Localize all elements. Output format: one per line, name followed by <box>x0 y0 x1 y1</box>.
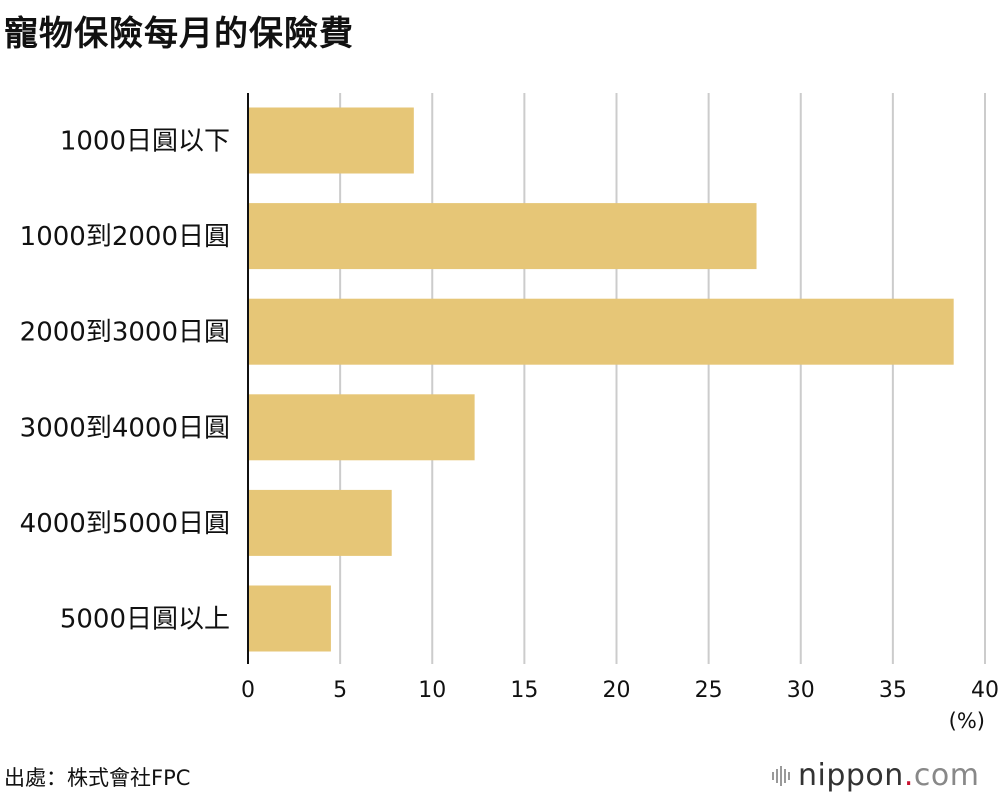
x-tick-label: 5 <box>333 678 347 703</box>
unit-label: (%) <box>949 709 985 733</box>
logo-dot: . <box>903 758 914 793</box>
x-tick-label: 25 <box>695 678 723 703</box>
source-note: 出處：株式會社FPC <box>4 766 191 790</box>
category-label: 1000到2000日圓 <box>20 222 230 252</box>
chart-title: 寵物保險每月的保險費 <box>4 14 354 54</box>
category-label: 2000到3000日圓 <box>20 318 230 348</box>
bar <box>248 298 954 365</box>
bar <box>248 107 414 174</box>
logo-main: nippon <box>798 758 904 793</box>
x-tick-label: 35 <box>879 678 907 703</box>
x-tick-label: 30 <box>787 678 815 703</box>
logo-bars-icon <box>772 765 790 786</box>
x-tick-label: 20 <box>603 678 631 703</box>
category-label: 5000日圓以上 <box>60 605 230 635</box>
bar <box>248 585 331 652</box>
x-tick-label: 0 <box>241 678 255 703</box>
category-label: 1000日圓以下 <box>60 127 230 157</box>
bar <box>248 489 392 556</box>
category-label: 4000到5000日圓 <box>20 509 230 539</box>
x-tick-label: 40 <box>971 678 999 703</box>
logo-tail: com <box>913 758 980 793</box>
category-label: 3000到4000日圓 <box>20 413 230 443</box>
x-tick-label: 15 <box>510 678 538 703</box>
nippon-logo: nippon. com <box>772 758 979 793</box>
x-tick-label: 10 <box>418 678 446 703</box>
bar <box>248 203 757 270</box>
bar <box>248 394 475 461</box>
